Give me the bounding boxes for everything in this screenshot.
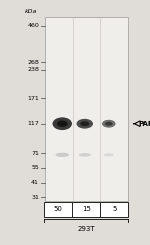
Bar [44, 202, 128, 217]
Text: 117: 117 [27, 121, 39, 126]
Text: 50: 50 [54, 207, 63, 212]
Text: 55: 55 [31, 165, 39, 170]
Ellipse shape [80, 121, 89, 126]
Text: 171: 171 [27, 96, 39, 100]
Text: 460: 460 [27, 23, 39, 28]
Text: 5: 5 [112, 207, 116, 212]
Ellipse shape [102, 120, 116, 128]
Ellipse shape [57, 121, 68, 127]
Text: 31: 31 [31, 195, 39, 200]
Ellipse shape [105, 122, 112, 126]
Ellipse shape [56, 153, 69, 157]
Text: kDa: kDa [25, 9, 38, 13]
Text: 238: 238 [27, 67, 39, 72]
Text: 71: 71 [31, 151, 39, 156]
Ellipse shape [52, 117, 72, 130]
Bar [45, 17, 128, 201]
Ellipse shape [103, 153, 114, 157]
Text: 41: 41 [31, 180, 39, 185]
Ellipse shape [79, 153, 91, 157]
Text: 15: 15 [82, 207, 91, 212]
Text: 293T: 293T [77, 226, 95, 232]
Ellipse shape [76, 119, 93, 129]
Text: 268: 268 [27, 60, 39, 65]
Text: PARP1: PARP1 [139, 121, 150, 127]
